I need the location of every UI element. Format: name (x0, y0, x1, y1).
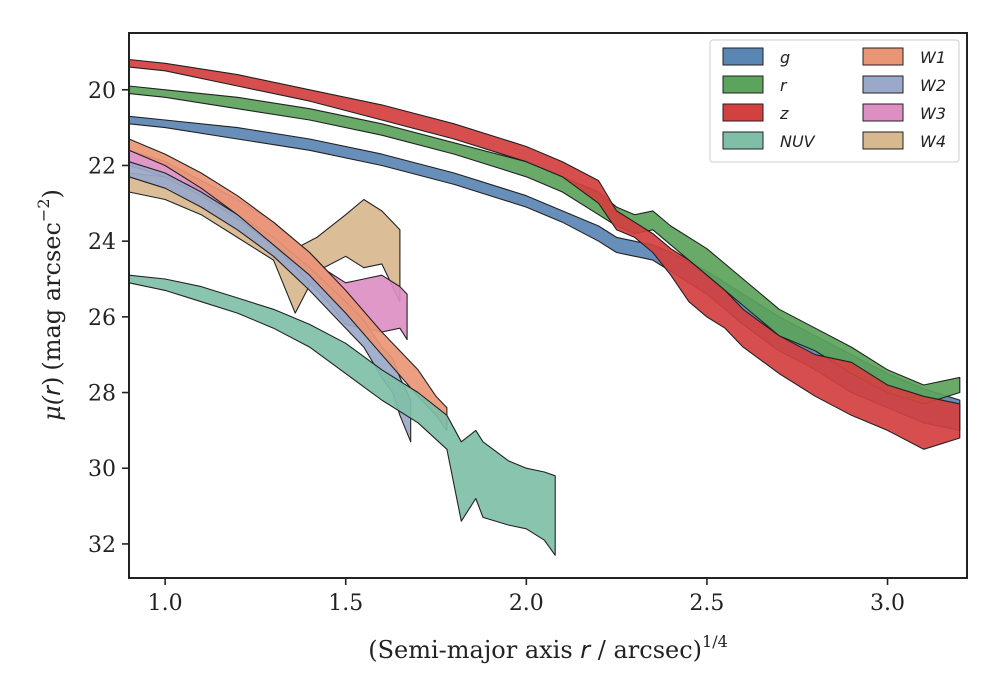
legend-label: W4 (920, 132, 946, 151)
legend-label: z (779, 104, 789, 123)
legend-swatch (722, 103, 764, 122)
legend-swatch (862, 131, 904, 150)
y-tick-label: 32 (88, 533, 116, 558)
legend-swatch (722, 47, 764, 66)
plot-frame (128, 32, 968, 579)
y-tick-label: 22 (88, 154, 116, 179)
band-nuv (128, 274, 556, 556)
legend-swatch (862, 75, 904, 94)
x-axis-ticks: 1.0 1.5 2.0 2.5 3.0 (148, 578, 905, 616)
x-axis-label: (Semi-major axis r / arcsec)1/4 (368, 632, 728, 664)
y-tick-label: 26 (88, 306, 116, 331)
x-tick-label: 2.5 (689, 591, 724, 616)
legend-item-w4: W4 (862, 131, 946, 151)
y-tick-label: 24 (88, 230, 116, 255)
legend-item-r: r (722, 75, 788, 95)
legend-item-nuv: NUV (722, 131, 816, 151)
x-tick-label: 3.0 (870, 591, 905, 616)
legend-items: grz NUV W1 W2 W3 W4 (722, 47, 946, 151)
y-tick-label: 20 (88, 79, 116, 104)
legend-swatch (722, 75, 764, 94)
band-z (128, 58, 961, 450)
legend-swatch (862, 103, 904, 122)
legend-label: NUV (780, 132, 816, 151)
legend-label: W3 (920, 104, 946, 123)
y-axis-label: μ(r)(mag arcsec−2) (34, 189, 66, 421)
y-axis-ticks: 20 22 24 26 28 30 32 (88, 79, 129, 558)
legend-label: W2 (920, 76, 946, 95)
x-tick-label: 1.5 (328, 591, 363, 616)
x-tick-label: 1.0 (148, 591, 183, 616)
legend-swatch (862, 47, 904, 66)
legend: grz NUV W1 W2 W3 W4 (709, 39, 960, 163)
x-tick-label: 2.0 (509, 591, 544, 616)
legend-label: g (780, 48, 790, 67)
legend-item-g: g (722, 47, 790, 67)
legend-label: r (780, 76, 788, 95)
y-tick-label: 28 (88, 382, 116, 407)
legend-label: W1 (920, 48, 946, 67)
legend-item-w3: W3 (862, 103, 946, 123)
y-tick-label: 30 (88, 457, 116, 482)
legend-item-z: z (722, 103, 789, 123)
legend-item-w2: W2 (862, 75, 946, 95)
series-bands (128, 58, 961, 556)
legend-swatch (722, 131, 764, 150)
legend-item-w1: W1 (862, 47, 946, 67)
